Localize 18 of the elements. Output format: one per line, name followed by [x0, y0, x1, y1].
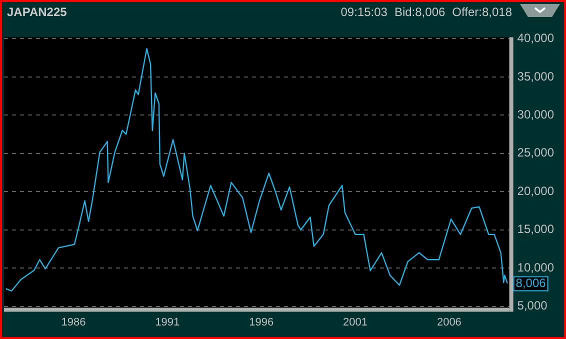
y-tick-label: 10,000 [517, 260, 554, 274]
x-tick-label: 2001 [343, 316, 368, 328]
x-tick-label: 1986 [61, 316, 86, 328]
data-label: 8,006 [516, 276, 546, 290]
x-tick-label: 1996 [249, 316, 274, 328]
y-tick-label: 5,000 [517, 298, 548, 313]
x-tick-label: 1991 [155, 316, 180, 328]
y-tick-label: 30,000 [517, 107, 554, 122]
chart-title: JAPAN225 [7, 5, 67, 19]
text: Bid:8,006 [394, 5, 446, 19]
y-tick-label: 15,000 [517, 222, 554, 236]
y-tick-label: 25,000 [517, 146, 554, 160]
y-tick-label: 40,000 [517, 31, 554, 46]
text: Offer:8,018 [452, 5, 512, 19]
y-tick-label: 20,000 [517, 184, 554, 198]
x-tick-label: 2006 [436, 316, 462, 328]
text: 09:15:03 [340, 5, 388, 19]
y-tick-label: 35,000 [517, 69, 554, 84]
